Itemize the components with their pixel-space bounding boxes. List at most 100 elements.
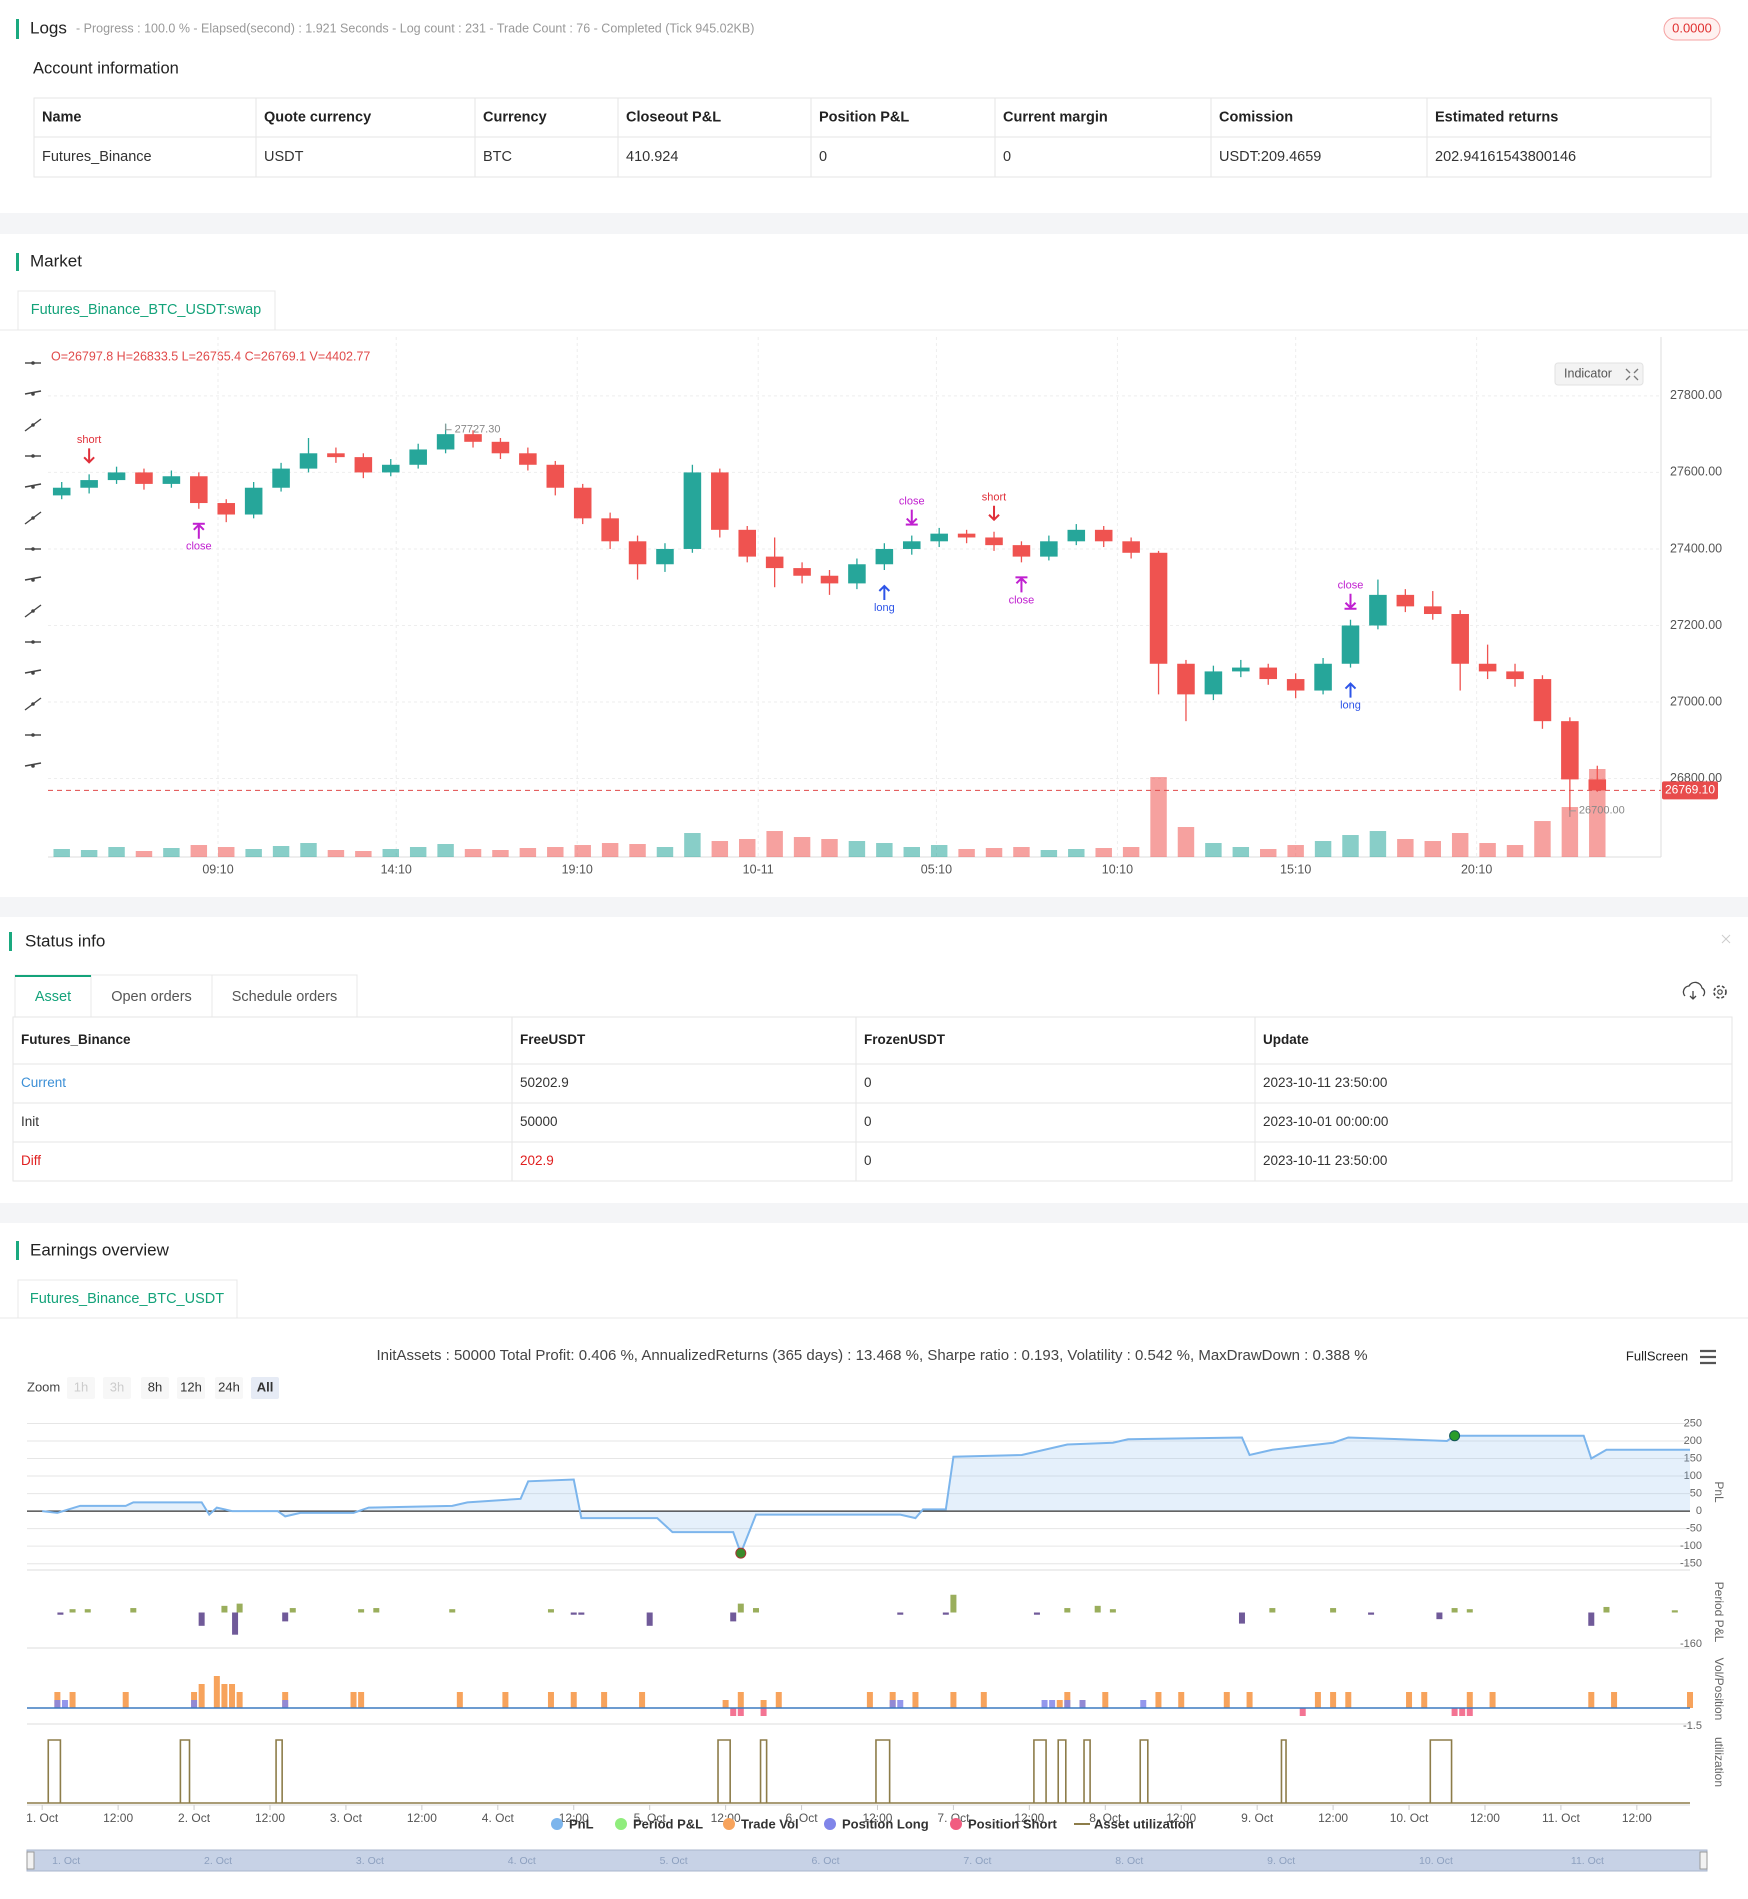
tool-icon[interactable] (31, 392, 35, 396)
vol-bar (897, 1700, 904, 1708)
log-summary: - Progress : 100.0 % - Elapsed(second) :… (76, 21, 754, 35)
vol-bar (1330, 1692, 1337, 1708)
tool-icon[interactable] (31, 578, 35, 582)
vol-bar (601, 1692, 608, 1708)
column-header: Estimated returns (1435, 109, 1558, 125)
tool-icon[interactable] (31, 516, 35, 520)
tab[interactable] (90, 974, 213, 1018)
volume-bar (245, 849, 262, 857)
vol-bar (980, 1692, 987, 1708)
column-header: Current margin (1003, 109, 1108, 125)
tab-label[interactable]: Futures_Binance_BTC_USDT:swap (31, 302, 262, 318)
navigator[interactable] (26, 1849, 1708, 1872)
zoom-button-label[interactable]: 1h (74, 1379, 88, 1394)
volume-bar (739, 839, 756, 857)
zoom-button[interactable] (251, 1377, 279, 1399)
section-title: Earnings overview (30, 1240, 170, 1259)
tab-label[interactable]: Open orders (111, 989, 192, 1005)
tab-label[interactable]: Futures_Binance_BTC_USDT (30, 1291, 224, 1307)
tool-icon[interactable] (31, 702, 35, 706)
vol-bar (456, 1692, 463, 1708)
zoom-button-label[interactable]: 3h (110, 1379, 124, 1394)
tool-icon[interactable] (31, 361, 35, 365)
title-bar (16, 253, 19, 271)
tab[interactable] (211, 974, 358, 1018)
navigator-handle[interactable] (1699, 1851, 1708, 1870)
candle-body (1286, 679, 1305, 691)
tool-icon[interactable] (31, 733, 35, 737)
zoom-button[interactable] (215, 1377, 243, 1399)
x-tick-label: 11. Oct (1542, 1811, 1580, 1825)
navigator-handle[interactable] (26, 1851, 35, 1870)
x-tick-label: 12:00 (1014, 1811, 1044, 1825)
y-tick-label: -100 (1680, 1540, 1702, 1552)
legend-label[interactable]: PnL (569, 1816, 594, 1831)
legend-label[interactable]: Position Long (842, 1816, 929, 1831)
volume-bar (1040, 850, 1058, 857)
legend-label[interactable]: Position Short (968, 1816, 1058, 1831)
candle-body (1423, 606, 1442, 615)
period-bar (1064, 1608, 1071, 1613)
zoom-button-label[interactable]: 24h (218, 1379, 240, 1394)
badge (1663, 17, 1721, 41)
fullscreen-button[interactable]: FullScreen (1626, 1348, 1688, 1363)
legend-label[interactable]: Period P&L (633, 1816, 703, 1831)
zoom-button-label[interactable]: 8h (148, 1379, 162, 1394)
download-icon[interactable] (1682, 981, 1706, 1000)
tool-icon[interactable] (31, 485, 35, 489)
candle-body (80, 480, 98, 488)
period-bar (646, 1612, 653, 1626)
settings-icon[interactable] (1717, 989, 1723, 995)
volume-bar (1177, 827, 1195, 857)
period-bar (897, 1612, 904, 1615)
period-bar (236, 1603, 243, 1613)
tool-icon[interactable] (31, 454, 35, 458)
indicator-button[interactable] (1554, 362, 1644, 386)
settings-icon[interactable] (1713, 985, 1727, 999)
table (12, 1016, 1733, 1182)
legend-label[interactable]: Trade Vol (741, 1816, 799, 1831)
tool-icon[interactable] (31, 764, 35, 768)
candle-body (299, 453, 318, 469)
tool-icon[interactable] (31, 609, 35, 613)
zoom-button[interactable] (141, 1377, 169, 1399)
trade-label: close (1338, 580, 1364, 592)
expand-icon[interactable] (1721, 934, 1731, 944)
vol-bar (1041, 1700, 1048, 1708)
expand-icon[interactable] (1625, 368, 1639, 381)
candle-body (107, 472, 126, 481)
tool-icon[interactable] (31, 423, 35, 427)
tool-icon[interactable] (31, 671, 35, 675)
x-tick-label: 14:10 (381, 862, 412, 876)
volume-bar (53, 849, 70, 857)
volume-bar (464, 849, 482, 857)
trade-arrow (1344, 682, 1357, 698)
candle-body (162, 476, 181, 484)
zoom-button[interactable] (67, 1377, 95, 1399)
indicator-label[interactable]: Indicator (1564, 366, 1612, 380)
zoom-button[interactable] (103, 1377, 131, 1399)
zoom-button-label[interactable]: 12h (180, 1379, 202, 1394)
volume-bar (327, 850, 345, 857)
zoom-button-label[interactable]: All (257, 1379, 274, 1394)
period-bar (1094, 1605, 1101, 1613)
tool-icon[interactable] (31, 547, 35, 551)
x-tick-label: 12:00 (407, 1811, 437, 1825)
vol-bar (570, 1692, 577, 1708)
legend-swatch (723, 1818, 735, 1830)
vol-bar (213, 1676, 220, 1708)
tab-label[interactable]: Schedule orders (232, 989, 338, 1005)
volume-bar (382, 849, 399, 857)
tool-icon[interactable] (31, 640, 35, 644)
table-cell: 50202.9 (520, 1075, 569, 1090)
legend-label[interactable]: Asset utilization (1094, 1816, 1194, 1831)
column-header: FrozenUSDT (864, 1032, 946, 1047)
period-bar (358, 1609, 365, 1613)
tab[interactable] (17, 1279, 238, 1319)
x-tick-label: 20:10 (1461, 862, 1492, 876)
tab-label[interactable]: Asset (35, 989, 71, 1005)
menu-icon[interactable] (1700, 1349, 1716, 1365)
zoom-button[interactable] (177, 1377, 205, 1399)
tab[interactable] (17, 290, 276, 331)
